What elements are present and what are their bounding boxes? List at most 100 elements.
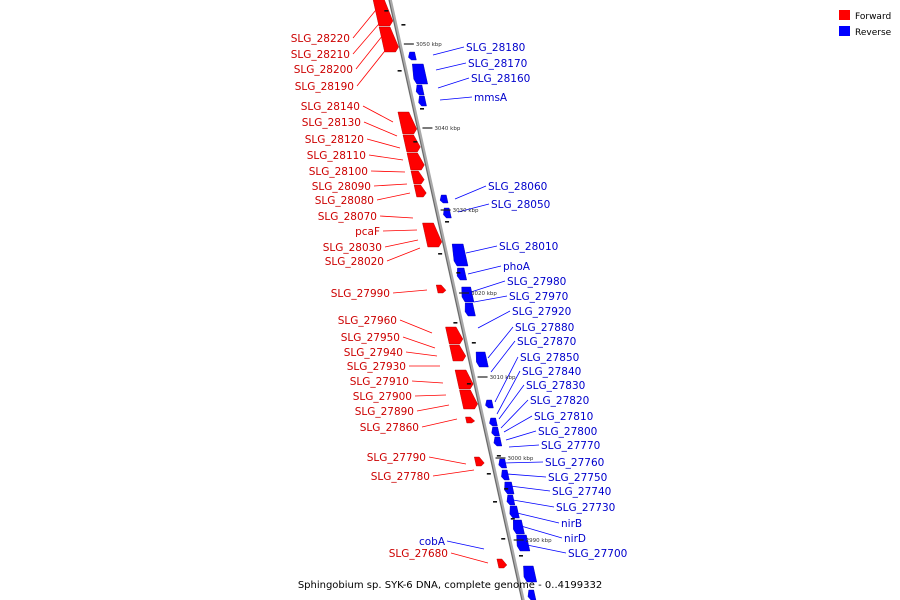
gene-label-forward[interactable]: SLG_27950 xyxy=(341,332,400,344)
gene-label-reverse[interactable]: nirB xyxy=(561,518,582,530)
gene-label-forward[interactable]: SLG_27790 xyxy=(367,452,426,464)
leader-line-reverse xyxy=(520,525,563,539)
leader-line-reverse xyxy=(509,485,551,492)
leader-line-reverse xyxy=(473,295,508,303)
gene-label-forward[interactable]: SLG_27940 xyxy=(344,347,403,359)
legend: Forward Reverse xyxy=(839,10,892,38)
gene-label-reverse[interactable]: SLG_27750 xyxy=(548,472,607,484)
gene-label-forward[interactable]: pcaF xyxy=(355,226,380,238)
genome-axis-edge xyxy=(388,0,523,600)
gene-label-reverse[interactable]: SLG_27980 xyxy=(507,276,566,288)
feature-marker xyxy=(453,322,458,324)
gene-label-forward[interactable]: SLG_27680 xyxy=(389,548,448,560)
gene-reverse xyxy=(523,565,538,583)
gene-label-forward[interactable]: SLG_27860 xyxy=(360,422,419,434)
gene-label-reverse[interactable]: SLG_27920 xyxy=(512,306,571,318)
gene-label-forward[interactable]: SLG_28080 xyxy=(315,195,374,207)
gene-label-forward[interactable]: SLG_28030 xyxy=(323,242,382,254)
gene-label-reverse[interactable]: SLG_27730 xyxy=(556,502,615,514)
leader-line-forward xyxy=(386,247,421,262)
gene-label-forward[interactable]: SLG_28070 xyxy=(318,211,377,223)
gene-reverse xyxy=(418,95,427,107)
feature-marker xyxy=(471,342,476,344)
gene-label-reverse[interactable]: SLG_28050 xyxy=(491,199,550,211)
gene-label-reverse[interactable]: cobA xyxy=(419,536,446,548)
leader-line-forward xyxy=(352,17,385,55)
gene-label-reverse[interactable]: nirD xyxy=(564,533,586,545)
feature-marker xyxy=(496,455,501,457)
gene-label-reverse[interactable]: SLG_28010 xyxy=(499,241,558,253)
gene-reverse xyxy=(475,351,489,368)
leader-line-forward xyxy=(432,469,475,477)
leader-line-forward xyxy=(368,154,404,161)
gene-forward xyxy=(406,152,425,171)
gene-label-reverse[interactable]: SLG_27740 xyxy=(552,486,611,498)
leader-line-reverse xyxy=(470,280,506,293)
leader-line-forward xyxy=(355,29,388,70)
gene-label-forward[interactable]: SLG_28220 xyxy=(291,33,350,45)
leader-line-reverse xyxy=(503,415,533,433)
gene-reverse xyxy=(498,458,507,469)
gene-label-reverse[interactable]: SLG_27850 xyxy=(520,352,579,364)
leader-line-reverse xyxy=(490,340,516,373)
gene-label-reverse[interactable]: SLG_27840 xyxy=(522,366,581,378)
leader-line-reverse xyxy=(498,384,525,420)
gene-label-forward[interactable]: SLG_27930 xyxy=(347,361,406,373)
kbp-tick-label: 3010 kbp xyxy=(490,375,516,381)
gene-forward xyxy=(422,222,443,248)
gene-label-reverse[interactable]: SLG_28160 xyxy=(471,73,530,85)
gene-label-forward[interactable]: SLG_27960 xyxy=(338,315,397,327)
gene-label-forward[interactable]: SLG_27990 xyxy=(331,288,390,300)
gene-label-forward[interactable]: SLG_28100 xyxy=(309,166,368,178)
gene-label-forward[interactable]: SLG_28110 xyxy=(307,150,366,162)
leader-line-forward xyxy=(428,456,467,465)
leader-line-forward xyxy=(370,170,406,173)
figure-caption: Sphingobium sp. SYK-6 DNA, complete geno… xyxy=(298,580,602,591)
gene-label-forward[interactable]: SLG_28190 xyxy=(295,81,354,93)
leader-line-reverse xyxy=(437,77,470,89)
gene-reverse xyxy=(491,426,500,437)
gene-label-reverse[interactable]: SLG_28180 xyxy=(466,42,525,54)
leader-line-forward xyxy=(362,105,394,123)
gene-label-reverse[interactable]: SLG_27870 xyxy=(517,336,576,348)
gene-forward xyxy=(445,326,464,345)
leader-line-reverse xyxy=(496,370,521,415)
gene-forward xyxy=(465,416,476,424)
gene-label-forward[interactable]: SLG_27780 xyxy=(371,471,430,483)
leader-line-reverse xyxy=(439,96,473,101)
gene-label-forward[interactable]: SLG_28140 xyxy=(301,101,360,113)
gene-label-reverse[interactable]: SLG_27810 xyxy=(534,411,593,423)
gene-label-forward[interactable]: SLG_28020 xyxy=(325,256,384,268)
feature-marker xyxy=(420,108,425,110)
gene-label-forward[interactable]: SLG_27890 xyxy=(355,406,414,418)
gene-label-forward[interactable]: SLG_28130 xyxy=(302,117,361,129)
gene-label-reverse[interactable]: SLG_27800 xyxy=(538,426,597,438)
leader-line-forward xyxy=(414,394,447,397)
gene-label-forward[interactable]: SLG_28210 xyxy=(291,49,350,61)
leader-line-reverse xyxy=(516,512,560,524)
leader-line-forward xyxy=(411,380,444,384)
gene-label-reverse[interactable]: SLG_28170 xyxy=(468,58,527,70)
gene-label-forward[interactable]: SLG_27910 xyxy=(350,376,409,388)
gene-label-reverse[interactable]: SLG_27970 xyxy=(509,291,568,303)
gene-forward xyxy=(449,344,467,362)
gene-label-forward[interactable]: SLG_28200 xyxy=(294,64,353,76)
gene-label-reverse[interactable]: SLG_27760 xyxy=(545,457,604,469)
leader-line-reverse xyxy=(500,399,529,429)
gene-reverse xyxy=(464,302,476,317)
kbp-tick-label: 2990 kbp xyxy=(526,538,552,544)
gene-label-forward[interactable]: SLG_28120 xyxy=(305,134,364,146)
gene-label-forward[interactable]: SLG_28090 xyxy=(312,181,371,193)
gene-label-reverse[interactable]: phoA xyxy=(503,261,531,273)
legend-swatch-reverse xyxy=(839,26,850,36)
gene-label-reverse[interactable]: SLG_27770 xyxy=(541,440,600,452)
gene-label-reverse[interactable]: SLG_27820 xyxy=(530,395,589,407)
gene-label-reverse[interactable]: SLG_27700 xyxy=(568,548,627,560)
gene-label-reverse[interactable]: SLG_27880 xyxy=(515,322,574,334)
gene-label-reverse[interactable]: mmsA xyxy=(474,92,508,104)
leader-line-forward xyxy=(373,183,408,187)
gene-label-forward[interactable]: SLG_27900 xyxy=(353,391,412,403)
gene-label-reverse[interactable]: SLG_28060 xyxy=(488,181,547,193)
gene-label-reverse[interactable]: SLG_27830 xyxy=(526,380,585,392)
